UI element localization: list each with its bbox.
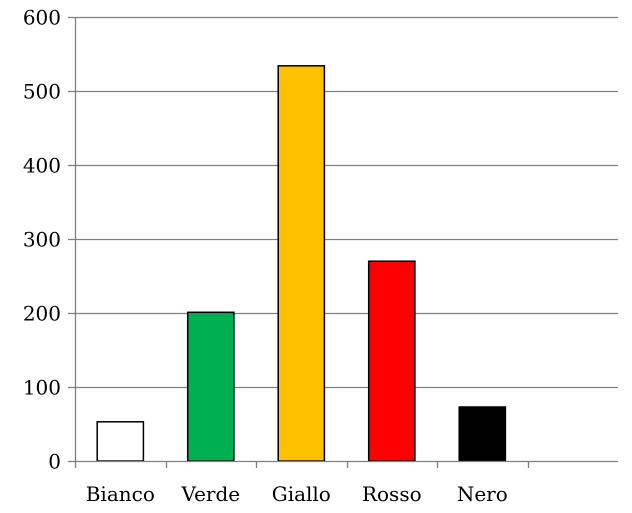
y-tick-label-500: 500	[23, 80, 61, 104]
bar-bianco	[96, 421, 145, 462]
x-tick-label-nero: Nero	[457, 482, 508, 506]
y-tick-label-300: 300	[23, 228, 61, 252]
x-tick-label-rosso: Rosso	[362, 482, 422, 506]
y-tick-label-100: 100	[23, 376, 61, 400]
bar-verde	[186, 311, 235, 462]
y-tick-label-400: 400	[23, 154, 61, 178]
axes	[68, 16, 618, 468]
bar-rosso	[367, 260, 416, 462]
bars	[96, 65, 507, 462]
gridlines	[75, 16, 618, 389]
bar-nero	[458, 406, 507, 462]
y-tick-label-0: 0	[48, 450, 61, 474]
x-tick-label-bianco: Bianco	[86, 482, 155, 506]
y-tick-label-200: 200	[23, 302, 61, 326]
y-tick-label-600: 600	[23, 6, 61, 30]
bar-giallo	[277, 65, 326, 462]
x-tick-label-giallo: Giallo	[272, 482, 331, 506]
x-tick-label-verde: Verde	[180, 482, 240, 506]
tick-labels: 0 100 200 300 400 500 600 Bianco Verde Giallo Ross…	[23, 6, 508, 507]
